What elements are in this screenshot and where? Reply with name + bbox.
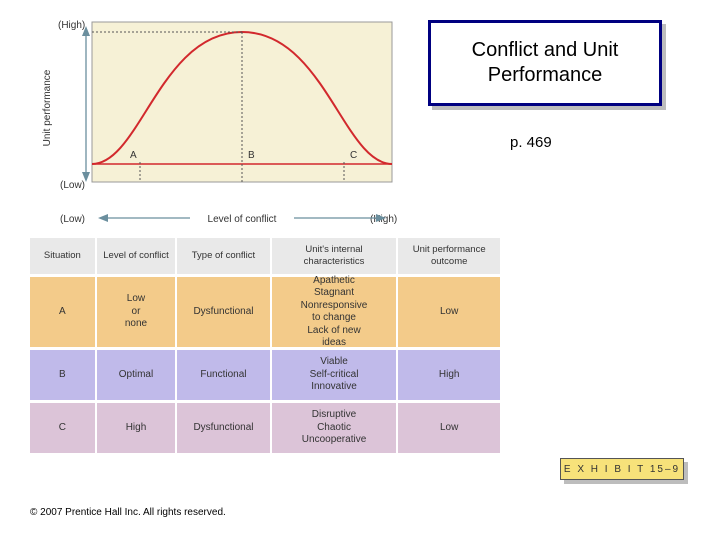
hdr-outcome: Unit performance outcome <box>398 238 500 274</box>
cell-c-situation: C <box>30 403 95 453</box>
exhibit-badge: E X H I B I T 15–9 <box>560 458 684 480</box>
table-header-row: Situation Level of conflict Type of conf… <box>30 238 500 274</box>
cell-c-type: Dysfunctional <box>177 403 269 453</box>
top-area: A B C (High) (Low) Unit performance (Low… <box>30 14 690 230</box>
cell-b-situation: B <box>30 350 95 400</box>
x-low-label: (Low) <box>60 214 85 225</box>
cell-a-outcome: Low <box>398 277 500 347</box>
cell-c-level: High <box>97 403 176 453</box>
title-box: Conflict and Unit Performance <box>428 20 662 106</box>
point-label-a: A <box>130 150 137 161</box>
title-text: Conflict and Unit Performance <box>435 38 655 88</box>
y-axis-label: Unit performance <box>42 69 53 146</box>
hdr-char: Unit's internal characteristics <box>272 238 397 274</box>
y-high-label: (High) <box>58 20 85 31</box>
table-row: A Lowornone Dysfunctional ApatheticStagn… <box>30 277 500 347</box>
chart-svg: A B C (High) (Low) Unit performance (Low… <box>30 14 410 230</box>
cell-c-char: DisruptiveChaoticUncooperative <box>272 403 397 453</box>
x-high-label: (High) <box>370 214 397 225</box>
cell-b-char: ViableSelf-criticalInnovative <box>272 350 397 400</box>
x-arrow-left <box>98 214 108 222</box>
table-row: C High Dysfunctional DisruptiveChaoticUn… <box>30 403 500 453</box>
cell-a-situation: A <box>30 277 95 347</box>
table-row: B Optimal Functional ViableSelf-critical… <box>30 350 500 400</box>
hdr-type: Type of conflict <box>177 238 269 274</box>
cell-b-outcome: High <box>398 350 500 400</box>
cell-a-type: Dysfunctional <box>177 277 269 347</box>
copyright-text: © 2007 Prentice Hall Inc. All rights res… <box>30 507 226 518</box>
conflict-performance-chart: A B C (High) (Low) Unit performance (Low… <box>30 14 410 230</box>
cell-c-outcome: Low <box>398 403 500 453</box>
hdr-situation: Situation <box>30 238 95 274</box>
point-label-c: C <box>350 150 357 161</box>
page-reference: p. 469 <box>510 134 552 151</box>
y-low-label: (Low) <box>60 180 85 191</box>
cell-b-type: Functional <box>177 350 269 400</box>
x-axis-label: Level of conflict <box>208 214 277 225</box>
cell-a-level: Lowornone <box>97 277 176 347</box>
hdr-level: Level of conflict <box>97 238 176 274</box>
situation-table: Situation Level of conflict Type of conf… <box>30 238 500 456</box>
cell-a-char: ApatheticStagnantNonresponsiveto changeL… <box>272 277 397 347</box>
cell-b-level: Optimal <box>97 350 176 400</box>
point-label-b: B <box>248 150 255 161</box>
